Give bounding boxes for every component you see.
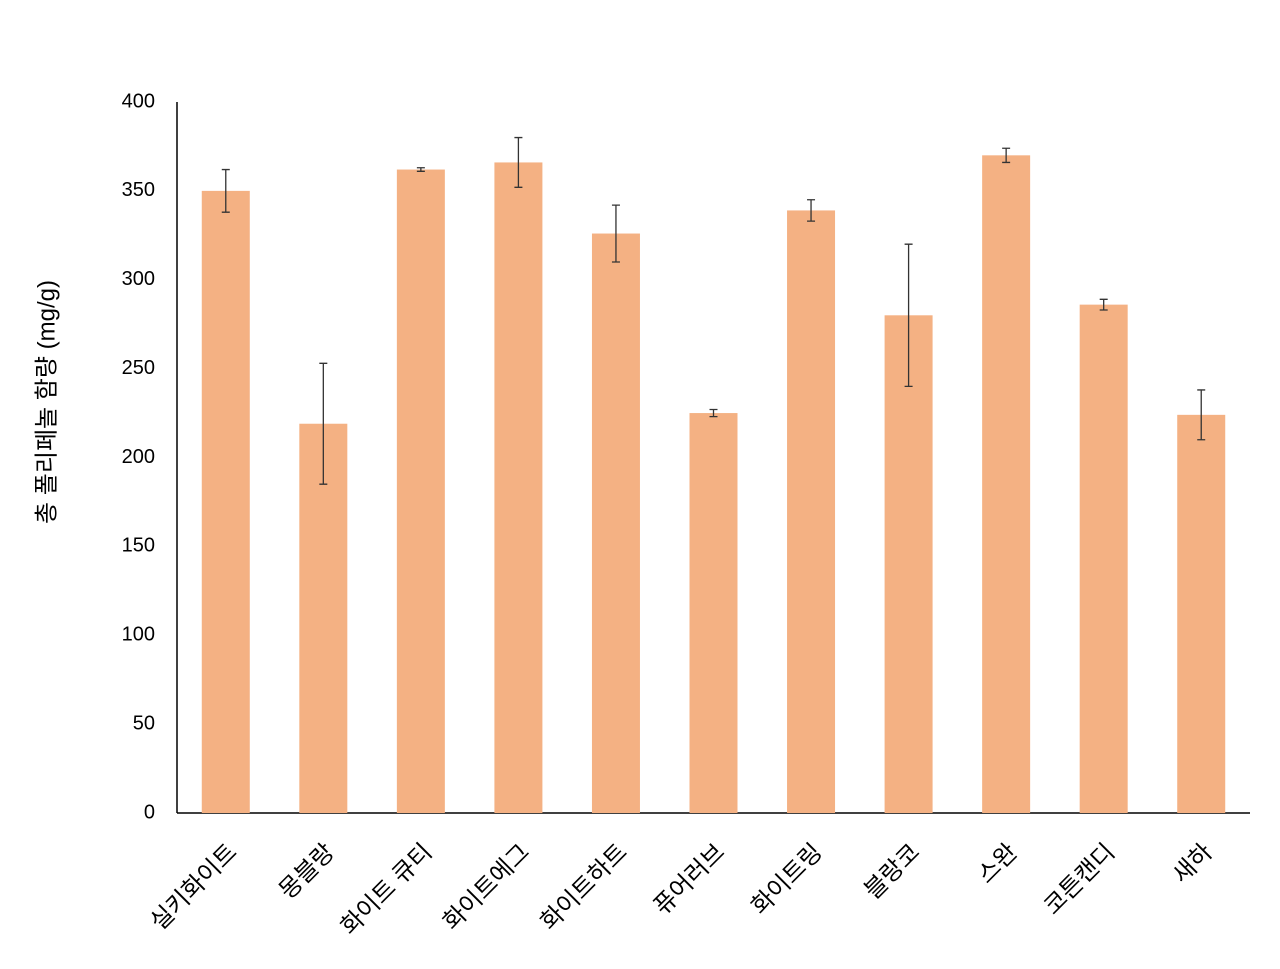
x-tick-label: 실키화이트 bbox=[145, 839, 242, 936]
y-axis-label: 총 폴리페놀 함량 (mg/g) bbox=[33, 280, 60, 524]
error-bar bbox=[514, 136, 523, 188]
y-tick-label: 400 bbox=[122, 90, 155, 112]
bar bbox=[201, 190, 250, 813]
bar bbox=[787, 210, 836, 814]
y-tick-label: 200 bbox=[122, 446, 155, 468]
x-tick-label: 블랑코 bbox=[859, 839, 925, 905]
y-tick-label: 100 bbox=[122, 624, 155, 646]
x-tick-label: 화이트 큐티 bbox=[336, 839, 438, 941]
x-tick-label: 몽블랑 bbox=[274, 839, 340, 905]
bar bbox=[396, 169, 445, 814]
error-bar bbox=[807, 199, 816, 222]
bar bbox=[591, 233, 640, 813]
x-tick-label: 화이트하트 bbox=[536, 839, 633, 936]
bar bbox=[689, 413, 738, 813]
error-bar bbox=[709, 408, 718, 418]
error-bar bbox=[319, 362, 328, 485]
y-tick-label: 300 bbox=[122, 268, 155, 290]
y-tick-label: 0 bbox=[144, 801, 155, 823]
error-bar bbox=[1002, 147, 1011, 164]
error-bar bbox=[611, 204, 620, 263]
x-tick-label: 새하 bbox=[1168, 839, 1218, 889]
x-tick-label: 코튼캔디 bbox=[1039, 839, 1121, 921]
y-tick-label: 150 bbox=[122, 535, 155, 557]
bar bbox=[1079, 304, 1128, 813]
y-tick-label: 50 bbox=[133, 712, 155, 734]
x-tick-label: 화이트링 bbox=[746, 839, 828, 921]
x-tick-label: 스완 bbox=[973, 839, 1023, 889]
bar bbox=[1177, 414, 1226, 813]
bar bbox=[299, 423, 348, 813]
error-bar bbox=[1099, 298, 1108, 311]
error-bar bbox=[416, 167, 425, 172]
x-tick-label: 퓨어러브 bbox=[649, 839, 731, 921]
x-tick-label: 화이트에그 bbox=[438, 839, 535, 936]
bar bbox=[982, 155, 1031, 813]
error-bar bbox=[1197, 389, 1206, 441]
y-tick-label: 350 bbox=[122, 179, 155, 201]
bar bbox=[884, 315, 933, 813]
bar bbox=[494, 162, 543, 813]
error-bar bbox=[904, 243, 913, 388]
error-bar bbox=[221, 168, 230, 213]
y-tick-label: 250 bbox=[122, 357, 155, 379]
